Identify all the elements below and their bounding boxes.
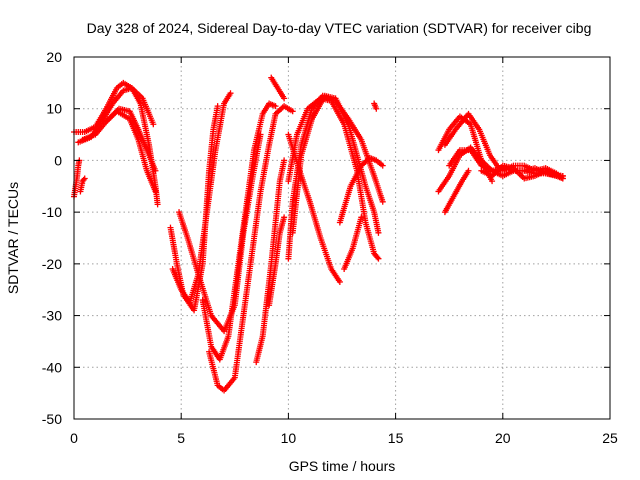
data-point xyxy=(336,278,343,285)
data-point xyxy=(154,201,161,208)
series-arc6 xyxy=(77,175,88,195)
data-point xyxy=(150,121,157,128)
series-arc23 xyxy=(441,110,504,174)
series-arc14 xyxy=(268,74,288,102)
series-arc1 xyxy=(71,79,161,208)
series-arc4 xyxy=(103,108,159,195)
x-tick-label: 5 xyxy=(177,430,185,446)
data-point xyxy=(281,214,288,221)
data-point xyxy=(358,214,365,221)
chart-title: Day 328 of 2024, Sidereal Day-to-day VTE… xyxy=(87,20,592,36)
data-point xyxy=(281,95,288,102)
y-tick-label: -40 xyxy=(42,359,62,375)
series-arc13 xyxy=(266,214,288,309)
data-layer xyxy=(71,74,566,394)
data-point xyxy=(379,198,386,205)
series-arc10 xyxy=(199,100,279,363)
data-point xyxy=(489,178,496,185)
y-tick-label: 0 xyxy=(54,152,62,168)
x-tick-label: 0 xyxy=(70,430,78,446)
series-arc18 xyxy=(285,92,386,262)
data-point xyxy=(214,103,221,110)
data-point xyxy=(289,108,296,115)
data-point xyxy=(373,105,380,112)
data-point xyxy=(374,254,381,261)
series-arc21 xyxy=(371,100,380,112)
x-axis-label: GPS time / hours xyxy=(289,458,396,474)
data-point xyxy=(152,188,159,195)
y-tick-label: -10 xyxy=(42,204,62,220)
data-point xyxy=(152,167,159,174)
series-arc19 xyxy=(336,154,386,226)
y-tick-label: -50 xyxy=(42,411,62,427)
data-point xyxy=(465,167,472,174)
series-arc20 xyxy=(341,214,365,273)
data-point xyxy=(272,103,279,110)
y-tick-label: 20 xyxy=(46,49,62,65)
y-tick-label: -30 xyxy=(42,308,62,324)
series-arc11 xyxy=(206,103,296,394)
series-arc28 xyxy=(499,162,566,182)
data-point xyxy=(281,157,288,164)
grid-layer xyxy=(74,57,610,419)
x-tick-label: 10 xyxy=(281,430,297,446)
x-tick-label: 15 xyxy=(388,430,404,446)
data-point xyxy=(227,90,234,97)
y-tick-label: -20 xyxy=(42,256,62,272)
data-point xyxy=(80,176,87,183)
data-point xyxy=(375,229,382,236)
plot-frame xyxy=(73,56,611,420)
x-tick-label: 20 xyxy=(495,430,511,446)
data-point xyxy=(375,255,382,262)
y-tick-label: 10 xyxy=(46,101,62,117)
data-point xyxy=(559,175,566,182)
series-arc25 xyxy=(441,167,472,216)
data-point xyxy=(81,175,88,182)
data-point xyxy=(379,162,386,169)
tick-layer: 0 5 10 15 20 25 20 10 0 -10 -20 -30 -40 -50 xyxy=(42,49,618,446)
x-tick-label: 25 xyxy=(602,430,618,446)
y-axis-label: SDTVAR / TECUs xyxy=(5,182,21,294)
series-arc12 xyxy=(253,157,288,366)
